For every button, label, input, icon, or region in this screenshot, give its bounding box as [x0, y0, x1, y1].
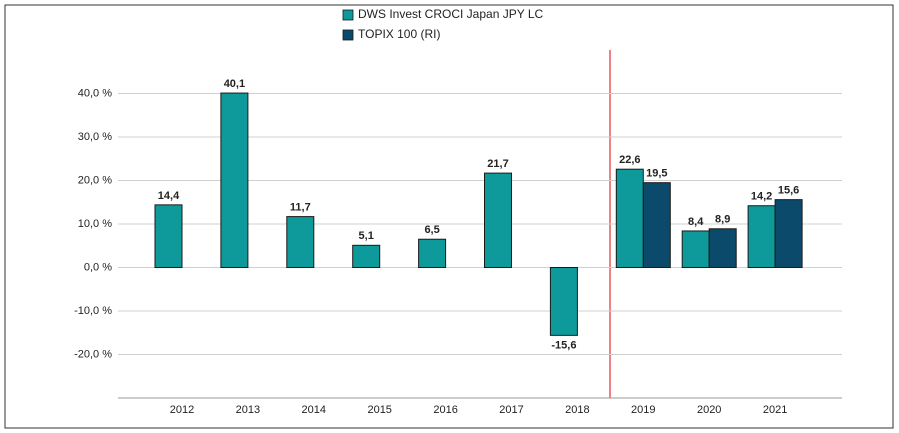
value-label: 19,5 — [646, 168, 667, 180]
value-label: 21,7 — [487, 158, 508, 170]
value-label: -15,6 — [551, 339, 576, 351]
bar — [642, 182, 671, 268]
bar — [615, 168, 644, 268]
bar — [774, 199, 803, 268]
value-label: 5,1 — [359, 230, 374, 242]
bar — [484, 172, 512, 268]
legend-swatch — [342, 29, 354, 41]
frame — [4, 4, 894, 429]
x-tick-label: 2017 — [499, 404, 523, 416]
bar — [286, 216, 315, 268]
value-label: 8,4 — [688, 216, 704, 228]
bar — [549, 267, 578, 336]
bar — [352, 244, 381, 269]
x-tick-label: 2020 — [697, 404, 721, 416]
bar — [708, 228, 737, 269]
legend-swatch — [342, 9, 354, 21]
y-tick-label: 10,0 % — [78, 218, 112, 230]
legend-label: DWS Invest CROCI Japan JPY LC — [358, 7, 544, 21]
value-label: 14,2 — [751, 191, 772, 203]
y-tick-label: -10,0 % — [74, 305, 112, 317]
y-tick-label: 20,0 % — [78, 174, 112, 186]
value-label: 11,7 — [290, 202, 311, 214]
y-tick-label: 30,0 % — [78, 131, 112, 143]
value-label: 15,6 — [778, 185, 799, 197]
x-tick-label: 2013 — [236, 404, 260, 416]
x-tick-label: 2021 — [763, 404, 787, 416]
bar — [154, 204, 183, 268]
x-tick-label: 2014 — [302, 404, 326, 416]
value-label: 40,1 — [224, 78, 245, 90]
x-tick-label: 2015 — [367, 404, 391, 416]
x-tick-label: 2019 — [631, 404, 655, 416]
y-tick-label: 40,0 % — [78, 87, 112, 99]
value-label: 8,9 — [715, 214, 730, 226]
value-label: 22,6 — [619, 154, 640, 166]
bar — [747, 205, 776, 268]
bar — [418, 238, 447, 269]
bar — [220, 92, 249, 268]
bar — [681, 230, 710, 269]
y-tick-label: 0,0 % — [84, 261, 112, 273]
x-tick-label: 2016 — [433, 404, 457, 416]
y-tick-label: -20,0 % — [74, 348, 112, 360]
legend-label: TOPIX 100 (RI) — [358, 27, 440, 41]
x-tick-label: 2018 — [565, 404, 589, 416]
value-label: 14,4 — [158, 190, 180, 202]
value-label: 6,5 — [424, 224, 439, 236]
x-tick-label: 2012 — [170, 404, 194, 416]
